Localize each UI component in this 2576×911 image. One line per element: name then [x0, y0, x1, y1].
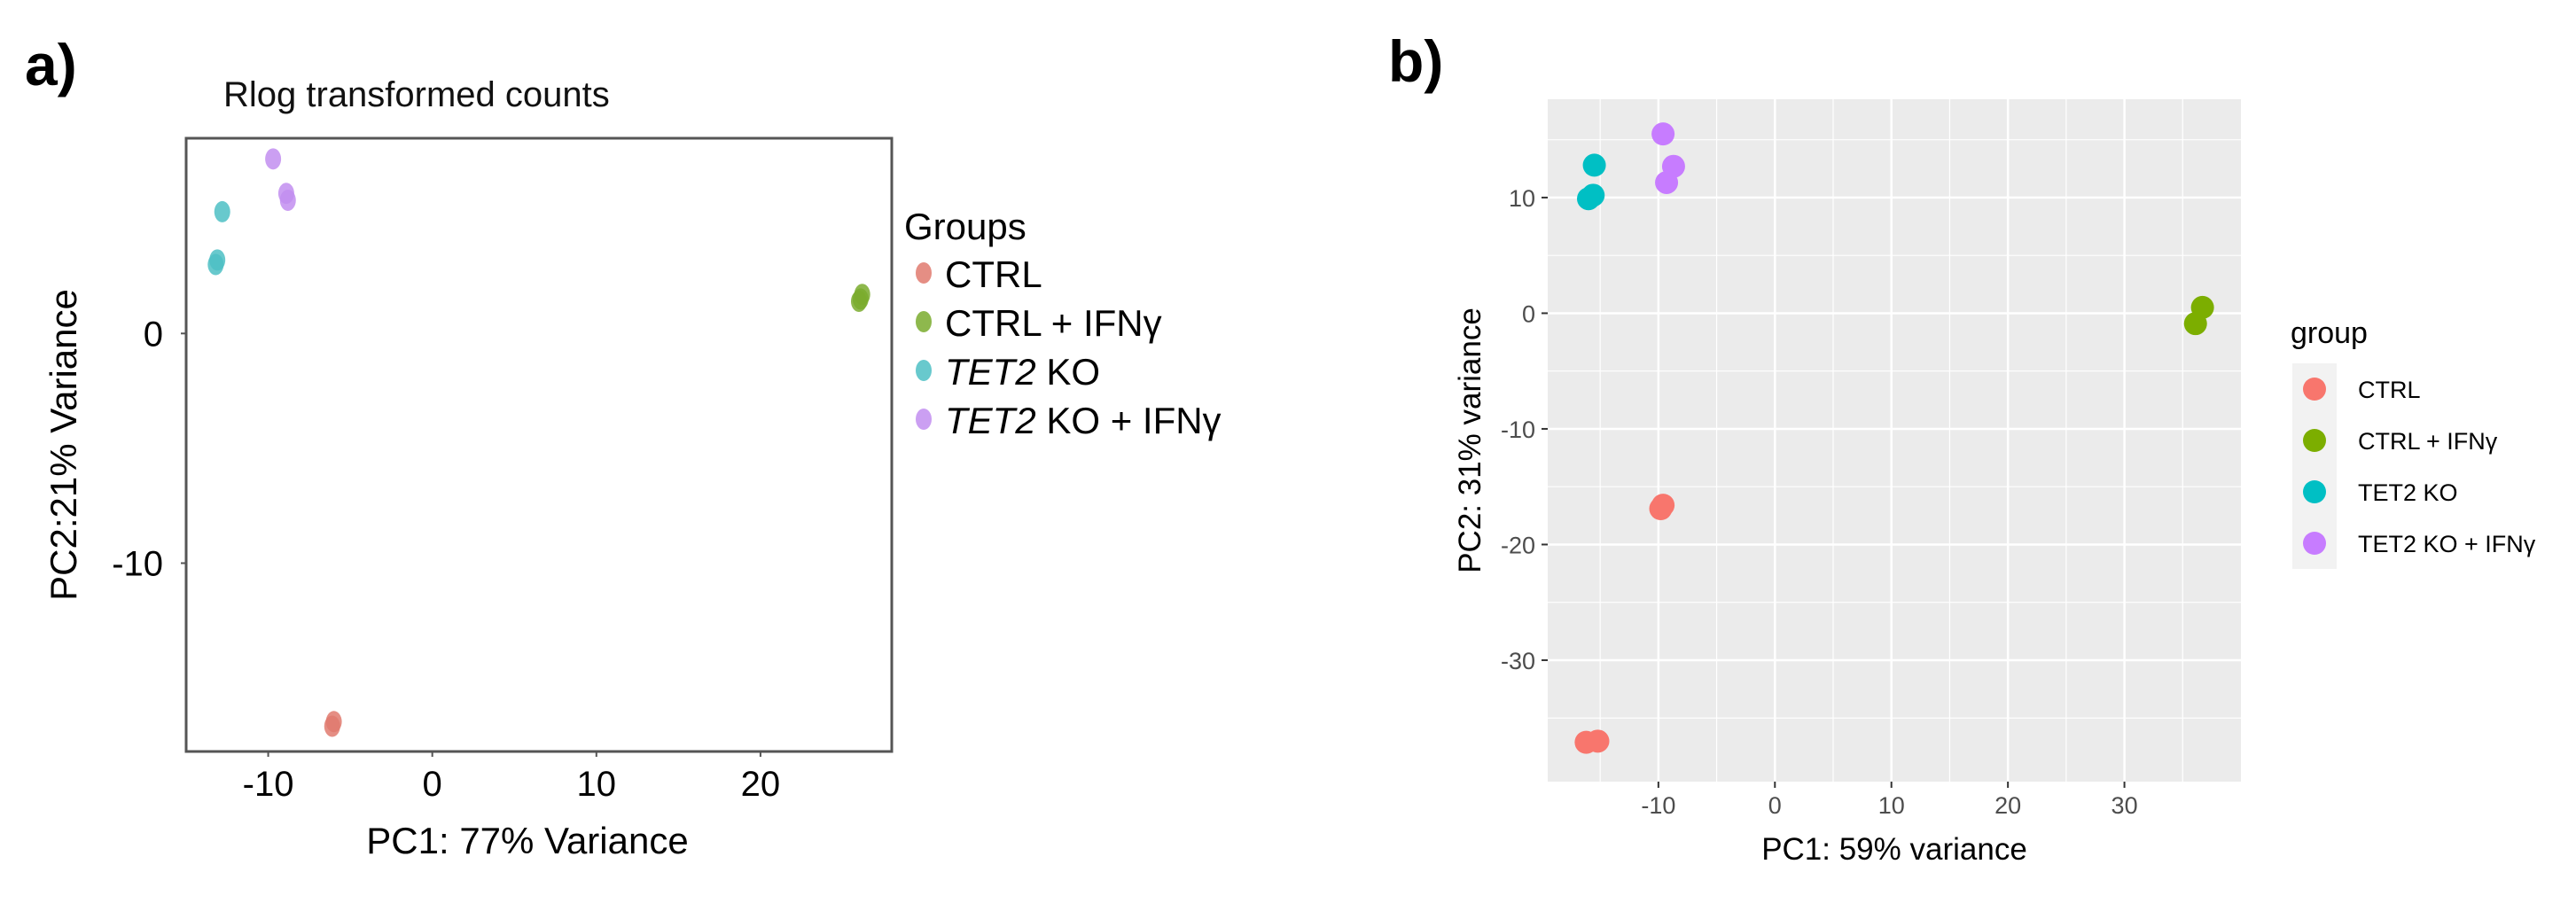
panel-a-x-tick-label: -10	[243, 765, 294, 804]
panel-b-points	[1574, 122, 2214, 754]
panel-a-letter: a)	[25, 32, 77, 97]
panel-a-legend-label-part: KO	[1036, 351, 1100, 393]
panel-a-y-tick-label: 0	[144, 315, 163, 354]
panel-b-y-tick-label: -30	[1501, 648, 1535, 674]
panel-b-x-tick-label: 10	[1878, 792, 1905, 819]
panel-b-y-tick-label: 10	[1509, 185, 1535, 212]
panel-a-legend-key	[916, 311, 932, 332]
panel-a: a) Rlog transformed counts -10 0 10 20 0-10 …	[25, 32, 1222, 861]
panel-a-y-tick-label: -10	[112, 544, 163, 583]
panel-a-x-tick-label: 20	[741, 765, 781, 804]
panel-b-plot-background	[1548, 99, 2241, 782]
panel-a-legend-label-part: TET2	[945, 351, 1036, 393]
panel-a-x-axis-label: PC1: 77% Variance	[366, 820, 688, 861]
panel-a-x-tick-label: 10	[577, 765, 617, 804]
panel-b-point-series-0	[1586, 729, 1610, 753]
panel-a-point-series-3	[279, 189, 296, 211]
panel-b-x-tick-label: 30	[2112, 792, 2138, 819]
panel-b-point-series-0	[1651, 494, 1675, 518]
panel-b: b) -10 0 10 20 30 10 0 -10 -20 -30 PC1: 59% varia…	[1388, 28, 2536, 867]
panel-b-legend-label: TET2 KO	[2358, 479, 2458, 506]
panel-b-grid	[1548, 99, 2241, 782]
panel-a-plot-frame	[184, 136, 894, 753]
panel-b-point-series-2	[1582, 153, 1606, 177]
panel-a-title: Rlog transformed counts	[223, 75, 610, 114]
panel-b-legend: group CTRL CTRL + IFNγ TET2 KO TET2 KO + IF…	[2291, 316, 2536, 569]
panel-b-point-series-2	[1581, 183, 1605, 207]
panel-b-legend-title: group	[2291, 316, 2368, 350]
panel-a-legend-label-part: TET2	[945, 400, 1036, 441]
panel-a-point-series-1	[852, 288, 869, 310]
panel-b-legend-key	[2303, 480, 2326, 503]
panel-b-letter: b)	[1388, 28, 1443, 94]
panel-a-legend-label-part: CTRL + IFNγ	[945, 302, 1162, 344]
panel-a-legend-key	[916, 360, 932, 381]
panel-a-x-tick-label: 0	[423, 765, 442, 804]
panel-a-point-series-2	[214, 200, 230, 222]
panel-a-legend-label-part: KO + IFNγ	[1036, 400, 1222, 441]
panel-b-legend-key	[2303, 532, 2326, 555]
panel-a-legend-label: TET2 KO + IFNγ	[945, 400, 1222, 441]
panel-b-point-series-1	[2183, 312, 2207, 336]
panel-b-legend-label: CTRL + IFNγ	[2358, 428, 2498, 455]
panel-a-legend-key	[916, 409, 932, 430]
panel-b-x-tick-label: 0	[1768, 792, 1782, 819]
panel-b-y-tick-label: -10	[1501, 417, 1535, 443]
panel-b-x-axis-label: PC1: 59% variance	[1761, 832, 2027, 867]
panel-a-legend-label: TET2 KO	[945, 351, 1100, 393]
panel-a-point-series-2	[207, 253, 224, 276]
panel-b-legend-key	[2303, 378, 2326, 401]
panel-b-legend-label: TET2 KO + IFNγ	[2358, 531, 2536, 557]
panel-b-point-series-3	[1651, 122, 1675, 146]
panel-b-x-tick-label: -10	[1641, 792, 1675, 819]
panel-b-legend-key	[2303, 429, 2326, 452]
panel-a-points	[207, 148, 870, 737]
panel-a-legend-label-part: CTRL	[945, 253, 1042, 295]
panel-a-point-series-3	[265, 148, 282, 170]
panel-b-point-series-3	[1655, 170, 1679, 194]
panel-a-legend-title: Groups	[904, 206, 1026, 247]
panel-b-ticks: -10 0 10 20 30 10 0 -10 -20 -30	[1501, 185, 2138, 819]
panel-a-ticks: -10 0 10 20 0 -10	[112, 315, 780, 804]
panel-a-legend-label: CTRL + IFNγ	[945, 302, 1162, 344]
panel-b-legend-label: CTRL	[2358, 377, 2421, 403]
panel-b-y-tick-label: 0	[1522, 300, 1535, 327]
panel-a-legend-label: CTRL	[945, 253, 1042, 295]
panel-a-legend-key	[916, 262, 932, 284]
panel-b-y-axis-label: PC2: 31% variance	[1453, 308, 1487, 573]
panel-b-x-tick-label: 20	[1994, 792, 2021, 819]
panel-a-y-axis-label: PC2:21% Variance	[43, 289, 84, 601]
panel-a-point-series-0	[325, 711, 342, 733]
panel-b-y-tick-label: -20	[1501, 532, 1535, 558]
